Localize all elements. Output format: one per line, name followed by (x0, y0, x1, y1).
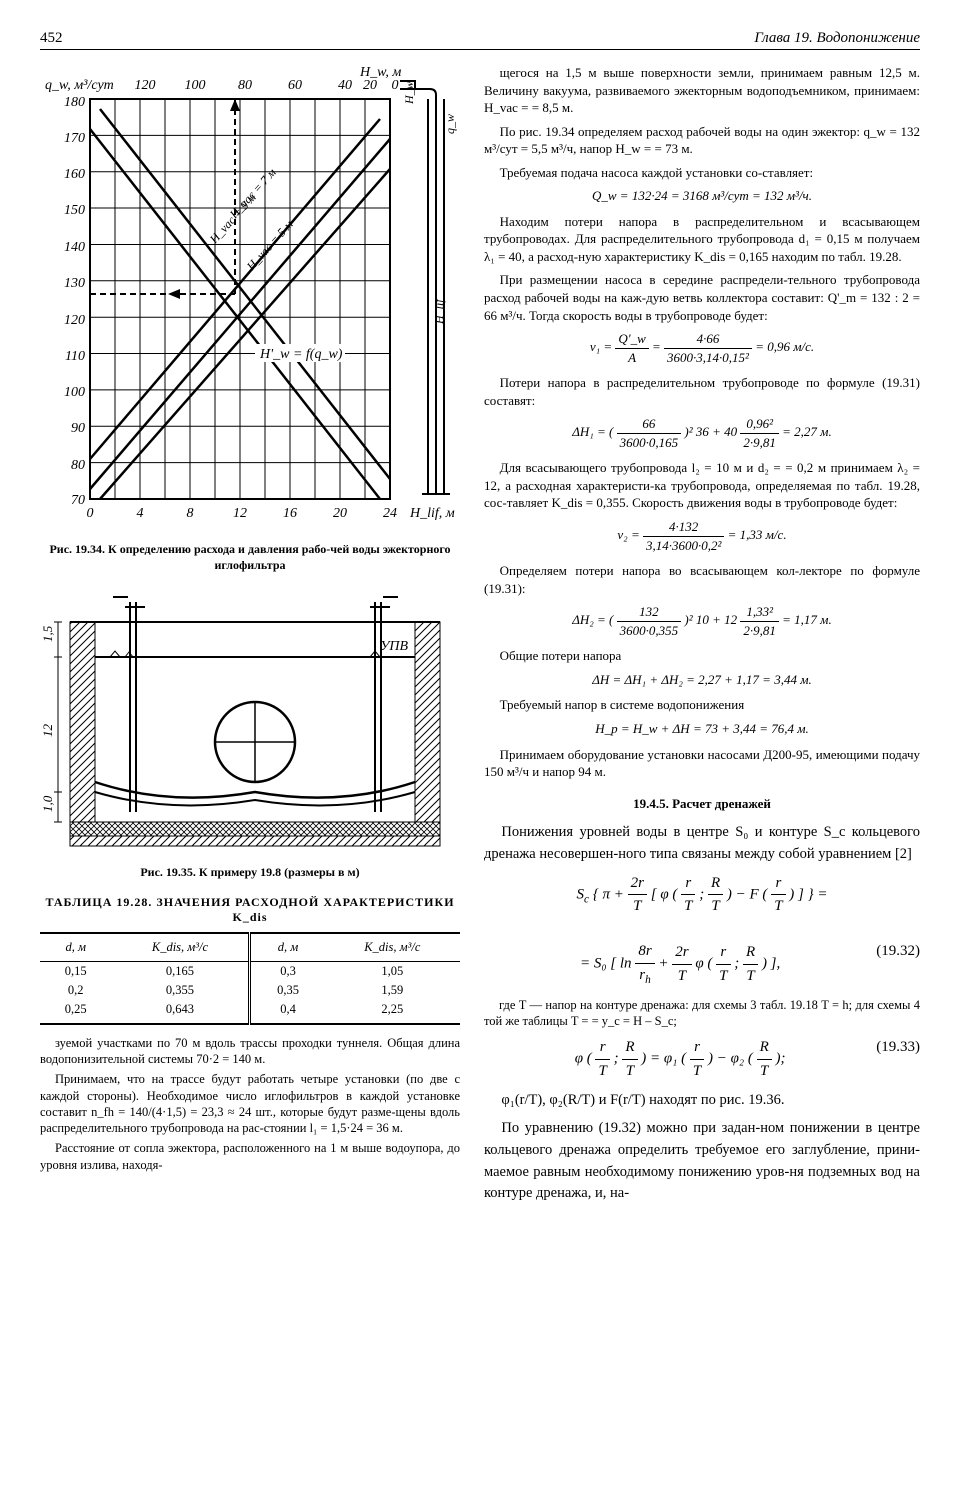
formula-v2: v₂ = 4·1323,14·3600·0,2² = 1,33 м/с. (484, 518, 920, 554)
svg-text:1,0: 1,0 (40, 795, 55, 812)
svg-text:УПВ: УПВ (380, 639, 409, 654)
svg-text:24: 24 (383, 506, 397, 521)
formula-v1: v₁ = Q'_wA = 4·663600·3,14·0,15² = 0,96 … (484, 330, 920, 366)
formula-dh: ΔH = ΔH₁ + ΔH₂ = 2,27 + 1,17 = 3,44 м. (484, 671, 920, 689)
svg-text:160: 160 (64, 167, 85, 182)
svg-text:100: 100 (64, 385, 85, 400)
table-row: 0,250,6430,42,25 (40, 1000, 460, 1024)
page-header: 452 Глава 19. Водопонижение (40, 30, 920, 50)
formula-hp: H_p = H_w + ΔH = 73 + 3,44 = 76,4 м. (484, 720, 920, 738)
formula-dh1: ΔH₁ = ( 663600·0,165 )² 36 + 40 0,96²2·9… (484, 415, 920, 451)
section-19-4-5: 19.4.5. Расчет дренажей (484, 795, 920, 813)
svg-text:q_w: q_w (443, 114, 457, 134)
svg-text:0: 0 (87, 506, 94, 521)
svg-text:140: 140 (64, 240, 85, 255)
table-row: 0,150,1650,31,05 (40, 961, 460, 981)
equation-19-33: φ ( rT ; RT ) = φ₁ ( rT ) − φ₂ ( RT ); (… (484, 1036, 920, 1082)
left-body-text: зуемой участками по 70 м вдоль трассы пр… (40, 1035, 460, 1173)
svg-text:20: 20 (363, 78, 377, 93)
svg-text:H_lif, м: H_lif, м (409, 506, 455, 521)
svg-text:80: 80 (238, 78, 252, 93)
table-title: ТАБЛИЦА 19.28. ЗНАЧЕНИЯ РАСХОДНОЙ ХАРАКТ… (40, 895, 460, 926)
svg-text:40: 40 (338, 78, 352, 93)
svg-text:H'_w = f(q_w): H'_w = f(q_w) (259, 347, 343, 362)
svg-text:H_lif: H_lif (432, 298, 446, 325)
formula-dh2: ΔH₂ = ( 1323600·0,355 )² 10 + 12 1,33²2·… (484, 603, 920, 639)
caption-19-35: Рис. 19.35. К примеру 19.8 (размеры в м) (40, 865, 460, 881)
svg-text:H_w: H_w (402, 81, 416, 105)
chapter-title: Глава 19. Водопонижение (754, 30, 920, 47)
svg-text:100: 100 (185, 78, 206, 93)
svg-text:1,5: 1,5 (40, 625, 55, 642)
svg-text:170: 170 (64, 131, 85, 146)
caption-19-34: Рис. 19.34. К определению расхода и давл… (40, 542, 460, 573)
svg-text:H_w, м: H_w, м (359, 65, 401, 80)
svg-text:12: 12 (233, 506, 247, 521)
svg-text:120: 120 (64, 313, 85, 328)
formula-qw: Q_w = 132·24 = 3168 м³/сут = 132 м³/ч. (484, 187, 920, 205)
svg-text:60: 60 (288, 78, 302, 93)
svg-text:70: 70 (71, 493, 85, 508)
svg-text:8: 8 (187, 506, 194, 521)
svg-text:80: 80 (71, 458, 85, 473)
svg-text:20: 20 (333, 506, 347, 521)
table-row: 0,20,3550,351,59 (40, 981, 460, 1000)
figure-19-35: УПВ 1,5 12 1,0 (40, 587, 460, 857)
page-number: 452 (40, 30, 63, 47)
right-column: щегося на 1,5 м выше поверхности земли, … (484, 64, 920, 1211)
figure-19-34: H'_w = f(q_w) H_vac = 7 м H_vac = 9 м H_… (40, 64, 460, 534)
svg-text:4: 4 (137, 506, 144, 521)
svg-text:110: 110 (65, 349, 85, 364)
svg-text:0: 0 (392, 78, 399, 93)
equation-19-32: Sc { π + 2rT [ φ ( rT ; RT ) − F ( rT ) … (484, 872, 920, 989)
svg-text:180: 180 (64, 95, 85, 110)
svg-text:q_w, м³/сут: q_w, м³/сут (45, 78, 114, 93)
svg-text:130: 130 (64, 276, 85, 291)
svg-text:16: 16 (283, 506, 297, 521)
svg-text:12: 12 (40, 724, 55, 738)
table-19-28: d, м K_dis, м³/с d, м K_dis, м³/с 0,150,… (40, 932, 460, 1025)
svg-text:90: 90 (71, 421, 85, 436)
svg-text:150: 150 (64, 203, 85, 218)
svg-text:120: 120 (135, 78, 156, 93)
